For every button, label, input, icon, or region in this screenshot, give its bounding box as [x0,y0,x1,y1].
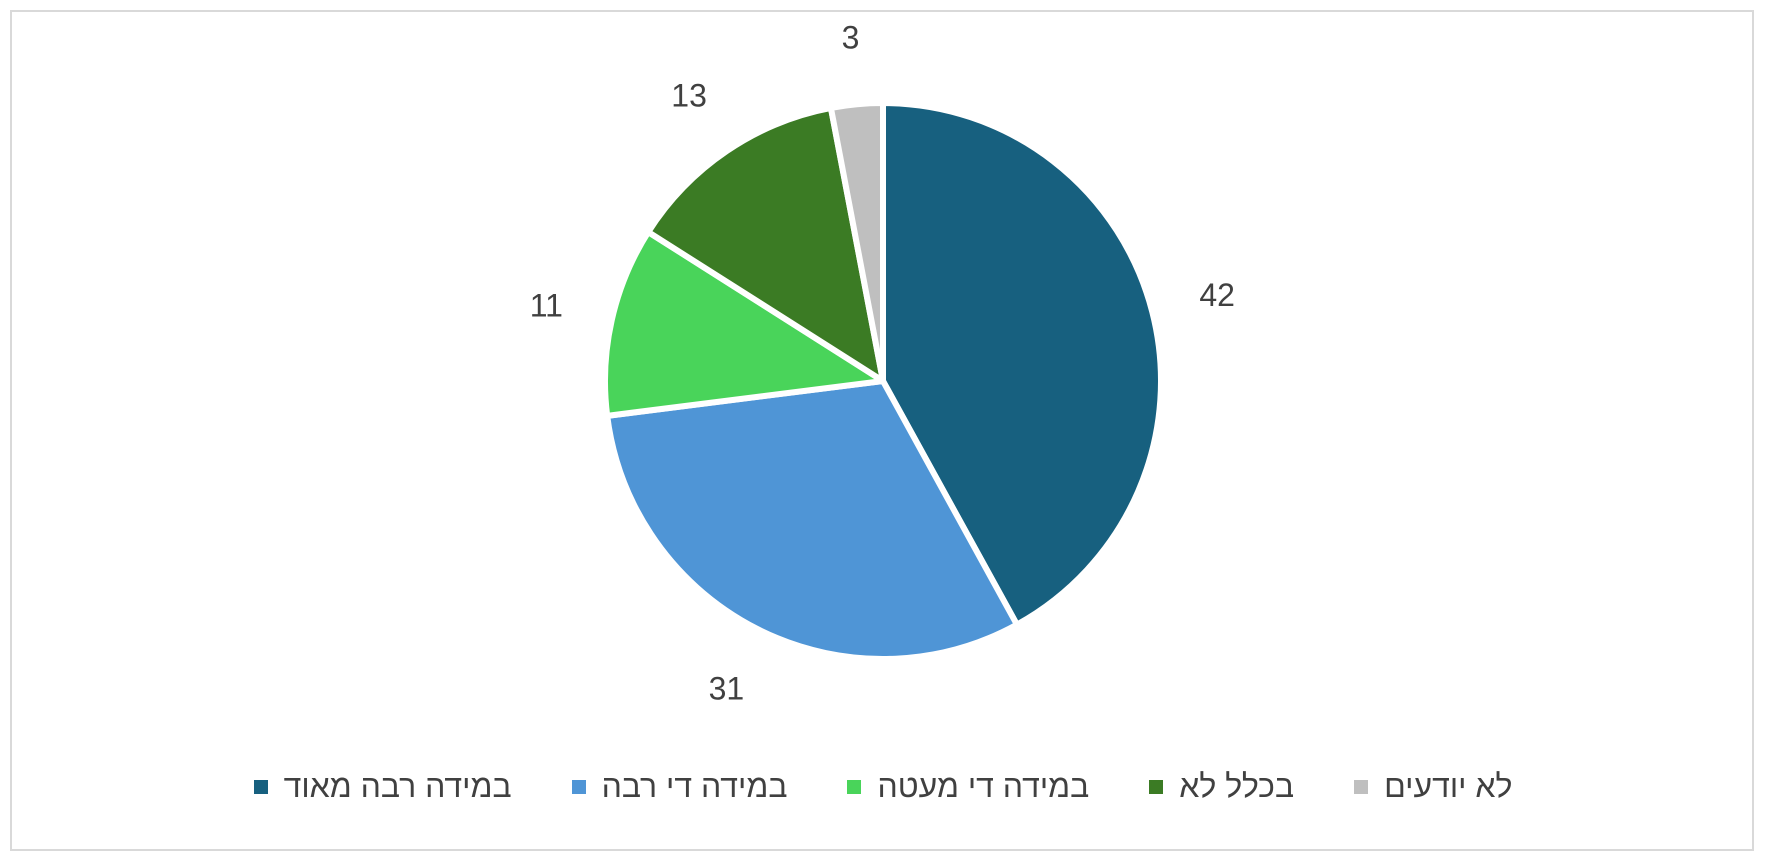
pie-slice-4 [645,104,886,384]
legend-swatch [1149,779,1164,794]
pie-slice-3 [602,229,886,419]
legend-swatch [847,779,862,794]
data-label-1: 42 [1199,277,1235,313]
legend-label: לא יודעים [1384,768,1513,804]
legend-swatch [1354,779,1369,794]
legend-label: במידה די מעטה [877,768,1090,804]
pie-data-labels: 42 31 11 13 3 [530,20,1235,707]
data-label-4: 13 [671,78,707,114]
data-label-5: 3 [842,20,860,56]
legend-item-3: במידה די מעטה [847,768,1089,805]
legend-item-1: במידה רבה מאוד [253,768,512,805]
pie-slice-2 [604,378,1020,662]
legend-label: במידה די רבה [601,768,788,804]
legend-label: בכלל לא [1179,768,1295,804]
pie-slice-5 [827,100,886,384]
pie-slice-1 [880,100,1164,628]
data-label-2: 31 [709,670,745,706]
legend-swatch [253,779,268,794]
data-label-3: 11 [530,288,563,324]
legend-item-2: במידה די רבה [571,768,788,805]
legend-item-4: בכלל לא [1149,768,1294,805]
legend: במידה רבה מאוד במידה די רבה במידה די מעטה ב… [0,768,1766,805]
legend-swatch [571,779,586,794]
legend-item-5: לא יודעים [1354,768,1512,805]
legend-label: במידה רבה מאוד [283,768,512,804]
pie-slices [602,100,1164,662]
